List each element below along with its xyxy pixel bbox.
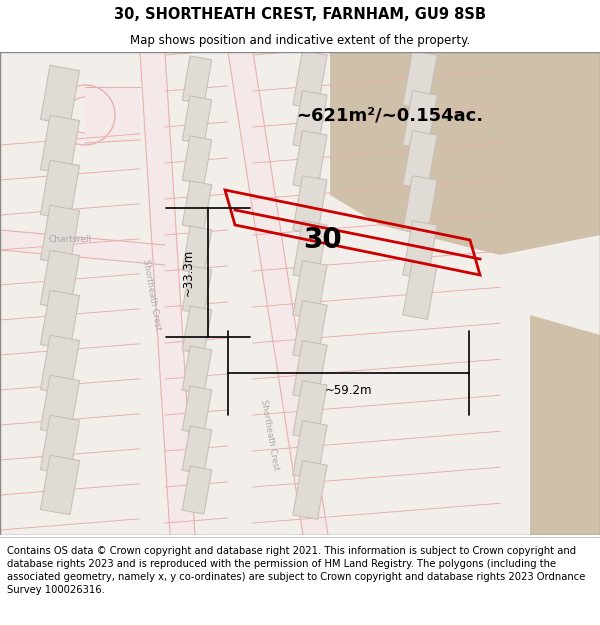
Polygon shape: [182, 181, 212, 229]
Polygon shape: [182, 346, 212, 394]
Polygon shape: [403, 131, 437, 189]
Text: Contains OS data © Crown copyright and database right 2021. This information is : Contains OS data © Crown copyright and d…: [7, 546, 586, 596]
Polygon shape: [403, 176, 437, 234]
Text: Shortheath Crest: Shortheath Crest: [142, 259, 163, 331]
Polygon shape: [40, 206, 80, 264]
Polygon shape: [182, 466, 212, 514]
Polygon shape: [40, 376, 80, 434]
Polygon shape: [293, 221, 327, 279]
Polygon shape: [40, 116, 80, 174]
Polygon shape: [403, 221, 437, 279]
Polygon shape: [182, 386, 212, 434]
Polygon shape: [182, 96, 212, 144]
Polygon shape: [0, 230, 165, 265]
Polygon shape: [40, 161, 80, 219]
Polygon shape: [330, 52, 600, 255]
Polygon shape: [403, 261, 437, 319]
Text: ~33.3m: ~33.3m: [182, 249, 194, 296]
Circle shape: [67, 97, 103, 133]
Text: ~621m²/~0.154ac.: ~621m²/~0.154ac.: [296, 106, 484, 124]
Text: Chartwell: Chartwell: [49, 236, 92, 244]
Polygon shape: [40, 251, 80, 309]
Polygon shape: [40, 291, 80, 349]
Text: 30: 30: [303, 226, 342, 254]
Circle shape: [57, 87, 113, 143]
Polygon shape: [293, 91, 327, 149]
Polygon shape: [293, 301, 327, 359]
Polygon shape: [228, 52, 328, 535]
Polygon shape: [403, 51, 437, 109]
Polygon shape: [293, 421, 327, 479]
Polygon shape: [40, 456, 80, 514]
Polygon shape: [293, 176, 327, 234]
Text: ~59.2m: ~59.2m: [325, 384, 372, 398]
Polygon shape: [40, 416, 80, 474]
Polygon shape: [293, 131, 327, 189]
Polygon shape: [403, 91, 437, 149]
Polygon shape: [293, 51, 327, 109]
Polygon shape: [182, 56, 212, 104]
Polygon shape: [182, 306, 212, 354]
Polygon shape: [40, 336, 80, 394]
Polygon shape: [293, 341, 327, 399]
Polygon shape: [182, 136, 212, 184]
Polygon shape: [293, 381, 327, 439]
Polygon shape: [140, 52, 195, 535]
Text: Map shows position and indicative extent of the property.: Map shows position and indicative extent…: [130, 34, 470, 47]
Text: Shortheath Crest: Shortheath Crest: [259, 399, 281, 471]
Polygon shape: [85, 87, 140, 143]
Polygon shape: [182, 426, 212, 474]
Text: 30, SHORTHEATH CREST, FARNHAM, GU9 8SB: 30, SHORTHEATH CREST, FARNHAM, GU9 8SB: [114, 7, 486, 22]
Polygon shape: [530, 315, 600, 535]
Polygon shape: [182, 226, 212, 274]
Polygon shape: [293, 461, 327, 519]
Polygon shape: [293, 261, 327, 319]
Polygon shape: [182, 266, 212, 314]
Polygon shape: [40, 66, 80, 124]
